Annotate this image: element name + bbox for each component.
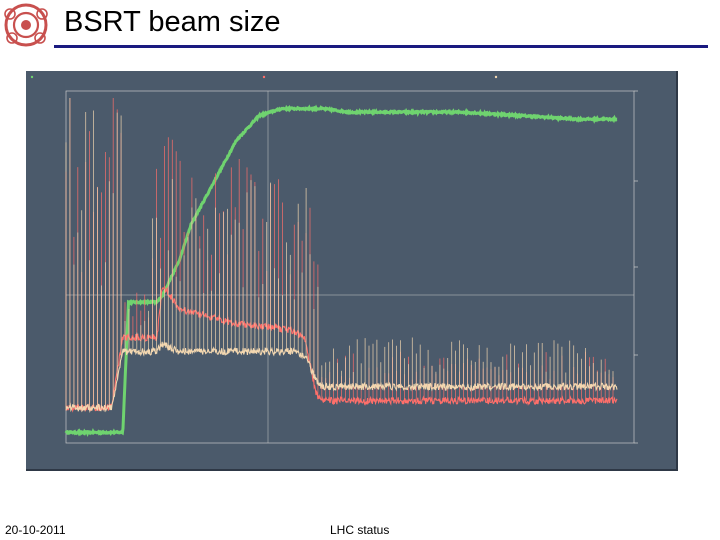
- series-3: [65, 98, 618, 413]
- cern-logo: [2, 2, 50, 48]
- title-divider: [54, 45, 708, 48]
- footer-center: LHC status: [330, 523, 390, 537]
- right-axis: [634, 90, 638, 444]
- plot-frame: [65, 90, 635, 444]
- footer-date: 20-10-2011: [5, 523, 66, 537]
- series-line: [64, 104, 618, 437]
- page-title: BSRT beam size: [64, 6, 281, 38]
- beam-size-chart: [30, 75, 638, 444]
- beam-size-plot: [26, 71, 678, 471]
- series-1: [64, 104, 618, 437]
- legend: [30, 75, 498, 79]
